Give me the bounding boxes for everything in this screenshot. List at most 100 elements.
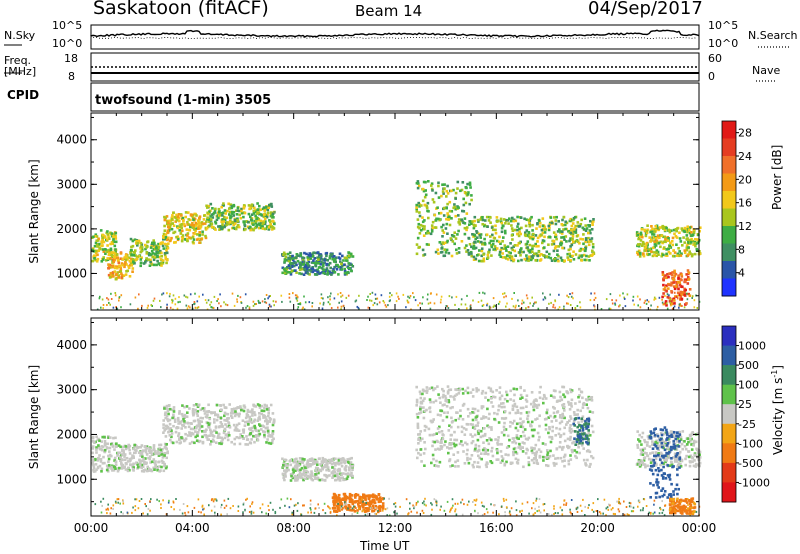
power-echo-6 — [450, 189, 453, 193]
velocity-echo-1 — [149, 455, 152, 458]
velocity-echo-2 — [258, 432, 262, 436]
velocity-echo-4 — [415, 398, 419, 402]
power-speckle — [196, 306, 199, 309]
power-speckle — [619, 304, 621, 307]
velocity-echo-1 — [158, 465, 161, 468]
velocity-echo-4 — [562, 385, 566, 389]
velocity-echo-2 — [171, 441, 175, 445]
nsky-label: N.Sky — [4, 29, 36, 42]
power-echo-7 — [588, 259, 591, 262]
velocity-echo-4 — [582, 447, 585, 450]
velocity-echo-1 — [148, 467, 151, 471]
power-echo-4 — [242, 215, 245, 219]
power-echo-6 — [444, 251, 448, 254]
velocity-echo-1 — [146, 465, 149, 469]
velocity-echo-5 — [663, 458, 666, 461]
velocity-echo-4 — [475, 390, 479, 393]
power-echo-3 — [197, 221, 201, 224]
power-echo-7 — [510, 258, 513, 262]
velocity-echo-2 — [235, 407, 238, 410]
velocity-echo-5 — [689, 460, 692, 464]
power-echo-7 — [561, 218, 564, 222]
freq-label: Freq. — [4, 54, 32, 67]
velocity-echo-1 — [137, 446, 141, 449]
power-echo-3 — [204, 236, 208, 240]
power-echo-6 — [444, 227, 448, 230]
power-echo-6 — [460, 218, 463, 221]
power-echo-8 — [653, 240, 656, 243]
power-echo-1 — [112, 251, 116, 255]
power-colorbar-cell — [722, 208, 736, 227]
power-speckle — [340, 308, 342, 311]
power-echo-7 — [534, 242, 537, 246]
velocity-echo-4 — [543, 395, 546, 398]
power-echo-6 — [447, 218, 450, 221]
velocity-echo-4 — [475, 415, 479, 418]
power-echo-1 — [109, 256, 112, 260]
velocity-echo-4 — [534, 418, 537, 421]
power-echo-1 — [113, 270, 117, 273]
velocity-echo-4 — [471, 395, 475, 398]
power-echo-7 — [552, 242, 556, 246]
velocity-echo-4 — [581, 415, 585, 418]
power-speckle — [668, 294, 670, 297]
velocity-echo-3 — [327, 458, 331, 462]
velocity-echo-2 — [248, 427, 251, 431]
power-echo-4 — [253, 206, 256, 210]
power-echo-0 — [101, 248, 105, 251]
power-echo-5 — [306, 268, 310, 272]
velocity-echo-4 — [582, 458, 586, 462]
power-echo-8 — [678, 237, 682, 240]
power-echo-2 — [152, 239, 155, 242]
power-echo-7 — [504, 218, 508, 222]
power-speckle — [511, 297, 513, 300]
velocity-echo-4 — [563, 416, 566, 420]
velocity-echo-4 — [425, 408, 428, 412]
power-echo-5 — [292, 269, 296, 272]
power-echo-4 — [233, 220, 237, 224]
velocity-echo-4 — [546, 451, 550, 454]
velocity-echo-4 — [506, 434, 510, 438]
velocity-echo-4 — [591, 430, 595, 434]
power-echo-1 — [111, 254, 114, 258]
power-echo-7 — [540, 253, 543, 256]
power-echo-5 — [346, 271, 350, 274]
velocity-echo-4 — [569, 458, 573, 461]
power-echo-7 — [564, 223, 567, 227]
velocity-echo-4 — [446, 390, 450, 393]
velocity-echo-2 — [266, 426, 269, 429]
velocity-echo-2 — [216, 413, 220, 417]
power-echo-4 — [217, 207, 221, 211]
power-echo-2 — [140, 243, 144, 246]
velocity-echo-4 — [484, 452, 488, 455]
power-echo-7 — [491, 243, 495, 246]
velocity-echo-1 — [118, 466, 121, 470]
power-echo-5 — [282, 251, 286, 255]
power-speckle — [384, 304, 387, 307]
power-echo-7 — [483, 242, 487, 246]
velocity-echo-4 — [483, 432, 487, 436]
velocity-echo-4 — [584, 462, 587, 465]
velocity-echo-5 — [657, 452, 661, 455]
power-speckle — [102, 307, 104, 310]
power-echo-7 — [490, 254, 493, 257]
power-echo-7 — [512, 219, 515, 223]
power-echo-5 — [331, 252, 334, 256]
power-echo-4 — [250, 204, 254, 207]
power-echo-3 — [180, 226, 183, 230]
velocity-echo-4 — [559, 434, 563, 437]
power-echo-5 — [316, 251, 319, 255]
velocity-echo-2 — [164, 416, 167, 420]
velocity-echo-4 — [449, 395, 452, 398]
velocity-echo-4 — [537, 438, 540, 442]
power-speckle — [109, 303, 111, 306]
power-echo-8 — [694, 242, 698, 245]
power-echo-6 — [443, 248, 446, 251]
velocity-echo-4 — [577, 421, 580, 424]
power-echo-0 — [102, 258, 105, 261]
power-echo-5 — [306, 262, 309, 265]
power-echo-5 — [323, 258, 326, 262]
power-echo-7 — [572, 217, 576, 220]
velocity-echo-2 — [231, 411, 235, 415]
power-echo-2 — [159, 241, 163, 245]
